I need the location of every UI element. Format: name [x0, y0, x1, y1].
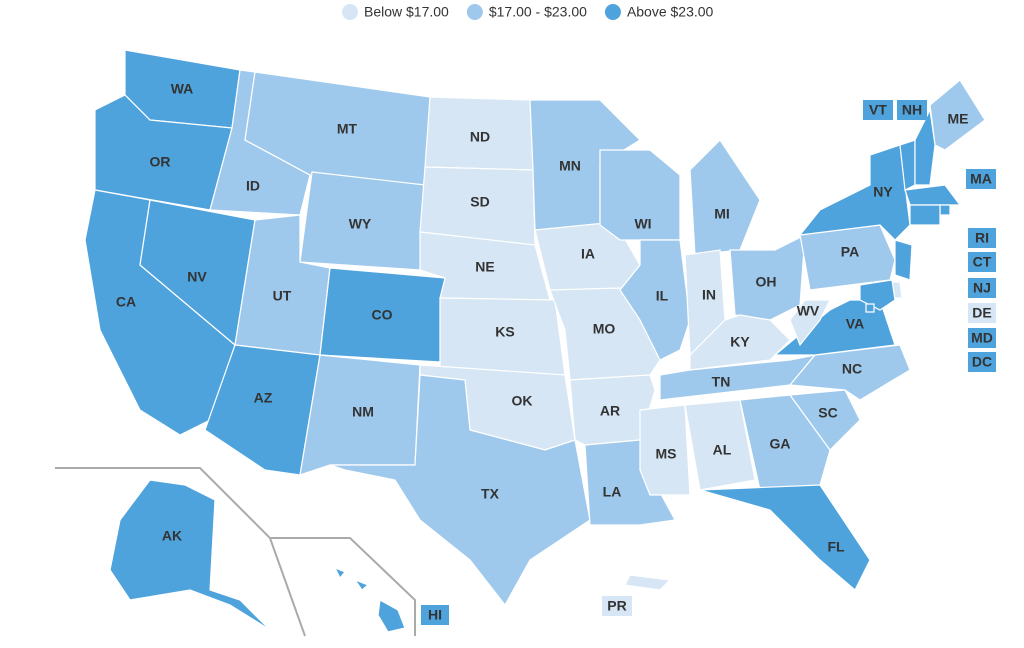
state-label[interactable]: IL	[656, 288, 669, 304]
state-shape[interactable]	[789, 299, 831, 347]
inset-divider	[55, 467, 306, 637]
state-shape[interactable]	[788, 389, 861, 451]
state-shape[interactable]	[729, 233, 806, 321]
state-label[interactable]: FL	[827, 539, 845, 555]
state-shape[interactable]	[689, 139, 761, 256]
state-label[interactable]: MS	[656, 446, 677, 462]
state-label[interactable]: OR	[150, 154, 171, 170]
state-shape[interactable]	[798, 144, 911, 241]
state-label[interactable]: TN	[712, 374, 731, 390]
state-label[interactable]: AK	[162, 528, 182, 544]
state-shape[interactable]	[329, 374, 591, 607]
state-label[interactable]: IN	[702, 287, 716, 303]
state-label[interactable]: AZ	[254, 390, 273, 406]
state-shape[interactable]	[914, 108, 936, 186]
state-label[interactable]: PR	[607, 598, 626, 614]
state-label[interactable]: KS	[495, 324, 514, 340]
state-label[interactable]: SC	[818, 405, 837, 421]
state-label[interactable]: WV	[797, 303, 820, 319]
state-box[interactable]	[897, 100, 927, 120]
state-shape[interactable]	[377, 599, 406, 633]
state-label[interactable]: WY	[349, 216, 372, 232]
state-label[interactable]: NJ	[973, 280, 991, 296]
state-shape[interactable]	[639, 404, 691, 496]
state-shape[interactable]	[684, 399, 756, 491]
state-shape[interactable]	[333, 566, 346, 580]
state-label[interactable]: DE	[972, 305, 991, 321]
state-shape[interactable]	[353, 578, 370, 591]
state-label[interactable]: ND	[470, 129, 490, 145]
state-label[interactable]: VA	[846, 316, 864, 332]
legend-label[interactable]: $17.00 - $23.00	[489, 4, 587, 20]
state-box[interactable]	[421, 605, 449, 625]
legend-swatch[interactable]	[466, 4, 483, 20]
state-box[interactable]	[602, 596, 632, 616]
legend-label[interactable]: Above $23.00	[627, 4, 714, 20]
state-label[interactable]: SD	[470, 194, 489, 210]
state-box[interactable]	[968, 278, 996, 298]
state-label[interactable]: NV	[187, 269, 207, 285]
state-box[interactable]	[966, 169, 996, 189]
state-label[interactable]: NH	[902, 102, 922, 118]
state-box[interactable]	[968, 352, 996, 372]
state-shape[interactable]	[865, 303, 875, 313]
state-label[interactable]: CO	[372, 307, 393, 323]
legend-swatch[interactable]	[342, 4, 358, 20]
state-shape[interactable]	[939, 204, 951, 216]
state-shape[interactable]	[619, 239, 691, 361]
state-label[interactable]: ME	[948, 111, 969, 127]
inset-divider	[270, 537, 416, 636]
state-box[interactable]	[968, 228, 996, 248]
state-label[interactable]: NM	[352, 404, 374, 420]
state-label[interactable]: MT	[337, 121, 358, 137]
state-shape[interactable]	[624, 574, 672, 591]
state-label[interactable]: MO	[593, 321, 616, 337]
state-shape[interactable]	[699, 484, 871, 591]
state-label[interactable]: PA	[841, 244, 859, 260]
state-box[interactable]	[968, 252, 996, 272]
state-label[interactable]: AR	[600, 403, 620, 419]
state-box[interactable]	[968, 303, 996, 323]
state-label[interactable]: IA	[581, 246, 595, 262]
state-label[interactable]: LA	[603, 484, 622, 500]
state-label[interactable]: MN	[559, 158, 581, 174]
state-label[interactable]: CT	[973, 254, 992, 270]
state-label[interactable]: CA	[116, 294, 136, 310]
state-label[interactable]: WA	[171, 81, 194, 97]
state-label[interactable]: VT	[869, 102, 887, 118]
legend-swatch[interactable]	[604, 4, 621, 20]
state-label[interactable]: RI	[975, 230, 989, 246]
state-label[interactable]: NC	[842, 361, 862, 377]
state-shape[interactable]	[109, 479, 271, 631]
state-label[interactable]: AL	[713, 442, 732, 458]
state-label[interactable]: MI	[714, 206, 730, 222]
state-label[interactable]: GA	[770, 436, 791, 452]
state-shape[interactable]	[859, 279, 896, 311]
state-box[interactable]	[863, 100, 893, 120]
state-label[interactable]: ID	[246, 178, 260, 194]
state-shape[interactable]	[904, 184, 962, 206]
state-label[interactable]: UT	[273, 288, 292, 304]
state-label[interactable]: NY	[873, 184, 893, 200]
state-shape[interactable]	[739, 394, 831, 491]
state-shape[interactable]	[204, 344, 321, 476]
state-label[interactable]: OK	[512, 393, 533, 409]
state-label[interactable]: TX	[481, 486, 500, 502]
state-label[interactable]: DC	[972, 354, 992, 370]
state-label[interactable]: MA	[970, 171, 992, 187]
state-label[interactable]: OH	[756, 274, 777, 290]
state-label[interactable]: KY	[730, 334, 750, 350]
state-label[interactable]: NE	[475, 259, 494, 275]
state-box[interactable]	[968, 328, 996, 348]
state-label[interactable]: HI	[428, 607, 442, 623]
legend-label[interactable]: Below $17.00	[364, 4, 449, 20]
state-shape[interactable]	[894, 239, 913, 281]
state-label[interactable]: WI	[634, 216, 651, 232]
state-shape[interactable]	[909, 204, 941, 226]
state-label[interactable]: MD	[971, 330, 993, 346]
